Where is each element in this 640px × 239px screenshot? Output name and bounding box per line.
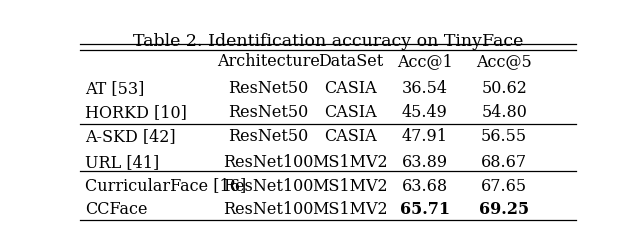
Text: CASIA: CASIA: [324, 104, 376, 121]
Text: 36.54: 36.54: [402, 80, 448, 97]
Text: MS1MV2: MS1MV2: [312, 201, 388, 218]
Text: URL [41]: URL [41]: [85, 154, 159, 171]
Text: ResNet100: ResNet100: [223, 154, 314, 171]
Text: 63.89: 63.89: [402, 154, 448, 171]
Text: ResNet50: ResNet50: [228, 128, 308, 145]
Text: CCFace: CCFace: [85, 201, 147, 218]
Text: CASIA: CASIA: [324, 128, 376, 145]
Text: CASIA: CASIA: [324, 80, 376, 97]
Text: 56.55: 56.55: [481, 128, 527, 145]
Text: CurricularFace [16]: CurricularFace [16]: [85, 178, 246, 195]
Text: 50.62: 50.62: [481, 80, 527, 97]
Text: 54.80: 54.80: [481, 104, 527, 121]
Text: MS1MV2: MS1MV2: [312, 178, 388, 195]
Text: 45.49: 45.49: [402, 104, 447, 121]
Text: Architecture: Architecture: [217, 53, 320, 70]
Text: AT [53]: AT [53]: [85, 80, 145, 97]
Text: 63.68: 63.68: [402, 178, 448, 195]
Text: Acc@1: Acc@1: [397, 53, 452, 70]
Text: 69.25: 69.25: [479, 201, 529, 218]
Text: 67.65: 67.65: [481, 178, 527, 195]
Text: 47.91: 47.91: [402, 128, 448, 145]
Text: A-SKD [42]: A-SKD [42]: [85, 128, 175, 145]
Text: 68.67: 68.67: [481, 154, 527, 171]
Text: Table 2. Identification accuracy on TinyFace: Table 2. Identification accuracy on Tiny…: [133, 33, 523, 50]
Text: ResNet50: ResNet50: [228, 80, 308, 97]
Text: HORKD [10]: HORKD [10]: [85, 104, 187, 121]
Text: Acc@5: Acc@5: [476, 53, 532, 70]
Text: 65.71: 65.71: [399, 201, 450, 218]
Text: MS1MV2: MS1MV2: [312, 154, 388, 171]
Text: DataSet: DataSet: [317, 53, 383, 70]
Text: ResNet100: ResNet100: [223, 201, 314, 218]
Text: ResNet100: ResNet100: [223, 178, 314, 195]
Text: ResNet50: ResNet50: [228, 104, 308, 121]
